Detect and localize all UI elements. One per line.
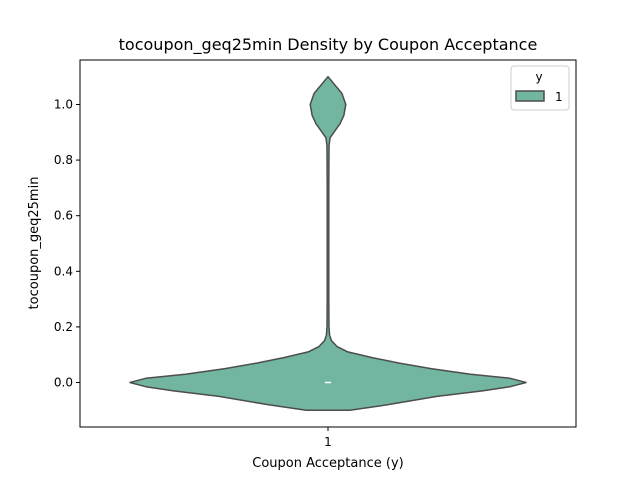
violin-body-1 — [129, 75, 527, 412]
y-tick-label: 0.8 — [54, 153, 73, 167]
legend-swatch — [515, 90, 545, 102]
x-tick-label: 1 — [324, 435, 332, 449]
legend-entry-label: 1 — [555, 90, 563, 104]
x-axis-label: Coupon Acceptance (y) — [252, 456, 403, 471]
y-tick-label: 0.6 — [54, 209, 73, 223]
y-tick-label: 0.4 — [54, 264, 73, 278]
legend-title: y — [535, 70, 542, 84]
legend[interactable]: y1 — [510, 65, 570, 111]
chart-title: tocoupon_geq25min Density by Coupon Acce… — [119, 35, 538, 55]
y-tick-label: 0.2 — [54, 320, 73, 334]
y-axis-label: tocoupon_geq25min — [27, 177, 42, 310]
y-tick-label: 1.0 — [54, 97, 73, 111]
y-tick-label: 0.0 — [54, 376, 73, 390]
